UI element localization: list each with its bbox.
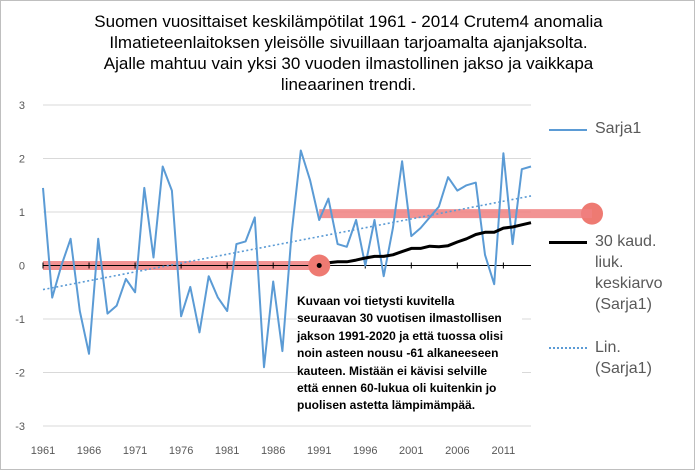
chart-title-line: lineaarinen trendi. [280, 75, 417, 94]
legend-label-line: (Sarja1) [595, 296, 652, 313]
chart-title: Suomen vuosittaiset keskilämpötilat 1961… [61, 11, 636, 95]
y-tick-label: 3 [19, 100, 25, 112]
annotation-line: että ennen 60-lukua oli kuitenkin jo [297, 381, 497, 396]
legend-label-sarja1: Sarja1 [595, 120, 642, 137]
legend-swatch-moving-avg [549, 241, 587, 244]
trend-line [42, 195, 532, 291]
x-tick-label: 1996 [353, 445, 377, 457]
x-tick-label: 2011 [492, 445, 516, 457]
chart-title-line: Ilmatieteenlaitoksen yleisölle sivuillaa… [109, 33, 588, 52]
y-tick-label: -2 [15, 368, 25, 380]
highlight-marker-dot [316, 263, 322, 268]
x-tick-label: 2001 [399, 445, 423, 457]
legend-label-line: keskiarvo [595, 275, 663, 292]
x-tick-label: 1991 [307, 445, 331, 457]
y-tick-label: -3 [15, 421, 25, 433]
chart-title-line: Ajalle mahtuu vain yksi 30 vuoden ilmast… [103, 54, 594, 73]
x-tick-label: 1966 [77, 445, 101, 457]
annotation-line: kauteen. Mistään ei kävisi selville [297, 363, 488, 378]
annotation-line: jakson 1991-2020 ja että tuossa olisi [297, 328, 504, 343]
y-tick-label: 0 [19, 261, 25, 273]
y-tick-label: 1 [19, 207, 25, 219]
x-tick-label: 1976 [169, 445, 193, 457]
x-tick-label: 1981 [215, 445, 239, 457]
legend-label-line: liuk. [595, 254, 624, 271]
legend-label-line: (Sarja1) [595, 360, 652, 377]
x-tick-label: 2006 [445, 445, 469, 457]
annotation-text: Kuvaan voi tietysti kuvitella seuraavan … [297, 293, 522, 415]
legend-swatch-sarja1 [549, 129, 587, 131]
annotation-line: Kuvaan voi tietysti kuvitella [297, 294, 455, 308]
y-tick-label: 2 [19, 154, 25, 166]
y-tick-label: -1 [15, 314, 25, 326]
annotation-line: seuraavan 30 vuotisen ilmastollisen [297, 311, 502, 326]
x-tick-label: 1971 [123, 445, 147, 457]
legend-label-trend: Lin. (Sarja1) [595, 337, 652, 379]
x-tick-label: 1986 [261, 445, 285, 457]
x-tick-label: 1961 [31, 445, 55, 457]
annotation-line: noin asteen nousu -61 alkaneeseen [297, 346, 499, 361]
series-line-moving-avg [309, 221, 532, 267]
legend-swatch-trend [549, 347, 587, 349]
legend-label-line: Lin. [595, 339, 621, 356]
legend-label-line: 30 kaud. [595, 233, 657, 250]
chart-title-line: Suomen vuosittaiset keskilämpötilat 1961… [94, 12, 603, 31]
series-line-sarja1 [42, 149, 532, 369]
annotation-line: puolisen astetta lämpimämpää. [297, 398, 476, 413]
legend-label-moving-avg: 30 kaud. liuk. keskiarvo (Sarja1) [595, 231, 663, 315]
